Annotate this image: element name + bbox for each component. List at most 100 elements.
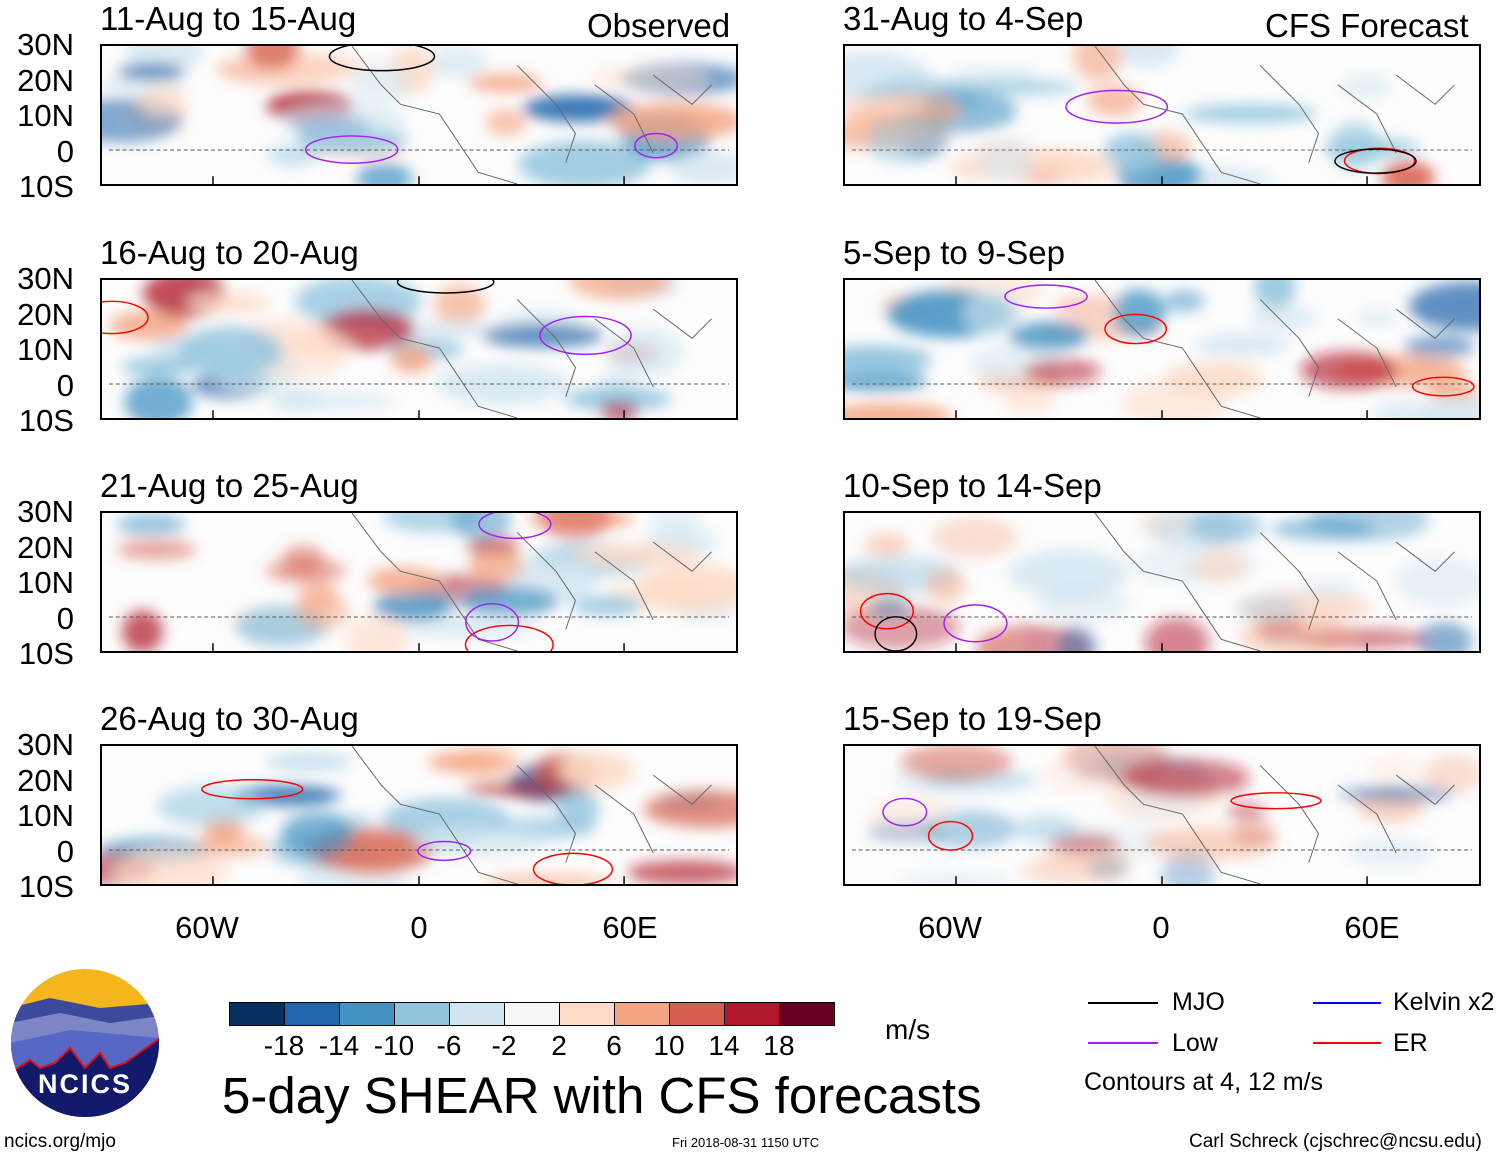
shear-anomaly-blob [266, 144, 319, 166]
shear-anomaly-blob [1415, 622, 1473, 651]
shear-anomaly-blob [121, 610, 164, 651]
shear-anomaly-blob [115, 848, 228, 884]
longitude-label: 60W [918, 910, 982, 945]
shear-anomaly-blob [643, 790, 736, 828]
shear-anomaly-blob [450, 513, 512, 542]
shear-anomaly-blob [1007, 549, 1129, 598]
shear-anomaly-blob [137, 85, 188, 118]
shear-anomaly-blob [124, 377, 193, 418]
shear-anomaly-blob [373, 591, 453, 621]
shear-anomaly-blob [1008, 321, 1089, 351]
coastline [1094, 46, 1455, 184]
mjo-line-swatch [1088, 1002, 1158, 1004]
coastline [1094, 280, 1455, 418]
latitude-label: 0 [56, 367, 74, 403]
contour [1104, 313, 1168, 345]
footer-url[interactable]: ncics.org/mjo [4, 1131, 116, 1152]
shear-anomaly-blob [517, 140, 651, 184]
contour [1411, 376, 1475, 397]
contour [927, 820, 974, 851]
shear-anomaly-blob [1183, 104, 1318, 123]
shear-anomaly-blob [1120, 379, 1229, 418]
shear-anomaly-blob [366, 566, 441, 594]
shear-anomaly-blob [1056, 624, 1097, 651]
legend-kelvin: Kelvin x2 [1393, 988, 1495, 1016]
latitude-label: 30N [17, 727, 74, 762]
panel-title: 31-Aug to 4-Sep [843, 0, 1084, 37]
panel-title: 10-Sep to 14-Sep [843, 467, 1102, 504]
shear-anomaly-blob [425, 46, 488, 78]
shear-anomaly-blob [845, 403, 953, 418]
colorbar-tick-label: -14 [318, 1030, 360, 1061]
shear-anomaly-blob [599, 401, 639, 418]
latitude-label: 10N [17, 332, 74, 367]
coastline [351, 513, 712, 651]
shear-anomaly-blob [1121, 758, 1250, 798]
shear-anomaly-blob [608, 102, 736, 141]
shear-anomaly-blob [845, 97, 930, 114]
contour [328, 46, 436, 72]
colorbar-tick-label: 10 [653, 1030, 685, 1061]
shear-anomaly-blob [1381, 161, 1436, 184]
shear-anomaly-blob [116, 539, 197, 560]
contour [539, 315, 632, 356]
shear-anomaly-blob [1194, 333, 1291, 357]
shear-anomaly-blob [485, 109, 527, 136]
shear-anomaly-blob [1052, 295, 1121, 318]
shear-anomaly-blob [355, 162, 414, 184]
shear-anomaly-blob [433, 284, 486, 326]
shear-anomaly-blob [1408, 281, 1479, 331]
contour-note: Contours at 4, 12 m/s [1084, 1068, 1324, 1096]
shear-anomaly-blob [558, 751, 635, 791]
shear-anomaly-blob [845, 605, 961, 650]
shear-anomaly-blob [931, 516, 1019, 559]
coastline [1094, 513, 1455, 651]
latitude-label: 10N [17, 798, 74, 833]
shear-anomaly-blob [109, 310, 189, 341]
longitude-label: 60E [1344, 910, 1400, 945]
legend-mjo: MJO [1172, 988, 1225, 1016]
colorbar-tick-label: 14 [708, 1030, 740, 1061]
shear-anomaly-blob [1394, 557, 1479, 608]
colorbar-units: m/s [885, 1014, 931, 1045]
shear-anomaly-blob [1300, 579, 1360, 597]
shear-anomaly-blob [869, 795, 953, 836]
shear-anomaly-blob [925, 568, 966, 604]
shear-anomaly-blob [1111, 289, 1166, 337]
coastline [351, 746, 712, 884]
shear-anomaly-blob [568, 280, 671, 300]
shear-map-panel [843, 511, 1481, 653]
shear-anomaly-blob [391, 345, 433, 374]
shear-anomaly-blob [977, 137, 1035, 183]
shear-anomaly-blob [296, 331, 353, 361]
panel-title: 11-Aug to 15-Aug [100, 0, 357, 37]
shear-anomaly-blob [411, 826, 546, 856]
contour [874, 616, 918, 651]
coastline [1094, 746, 1455, 884]
shear-anomaly-blob [637, 564, 736, 614]
kelvin-line-swatch [1313, 1002, 1381, 1004]
shear-anomaly-blob [458, 586, 559, 616]
shear-anomaly-blob [1271, 517, 1375, 541]
shear-anomaly-blob [1002, 389, 1057, 414]
latitude-label: 0 [56, 833, 74, 869]
longitude-label: 0 [1152, 910, 1170, 945]
shear-anomaly-blob [1024, 358, 1102, 385]
shear-anomaly-blob [900, 746, 1013, 781]
contour [943, 604, 1008, 643]
shear-anomaly-blob [1163, 290, 1205, 312]
shear-anomaly-blob [1087, 84, 1142, 117]
latitude-label: 10N [17, 98, 74, 133]
contour [478, 513, 552, 540]
shear-map-panel [843, 44, 1481, 186]
shear-anomaly-blob [1237, 594, 1302, 625]
shear-anomaly-blob [1300, 351, 1398, 390]
shear-anomaly-blob [156, 785, 266, 827]
latitude-label: 30N [17, 494, 74, 529]
latitude-label: 20N [17, 762, 74, 798]
longitude-label: 60E [602, 910, 658, 945]
contour [417, 840, 472, 862]
shear-anomaly-blob [1372, 401, 1449, 418]
legend-er: ER [1393, 1029, 1428, 1057]
shear-anomaly-blob [522, 94, 634, 122]
